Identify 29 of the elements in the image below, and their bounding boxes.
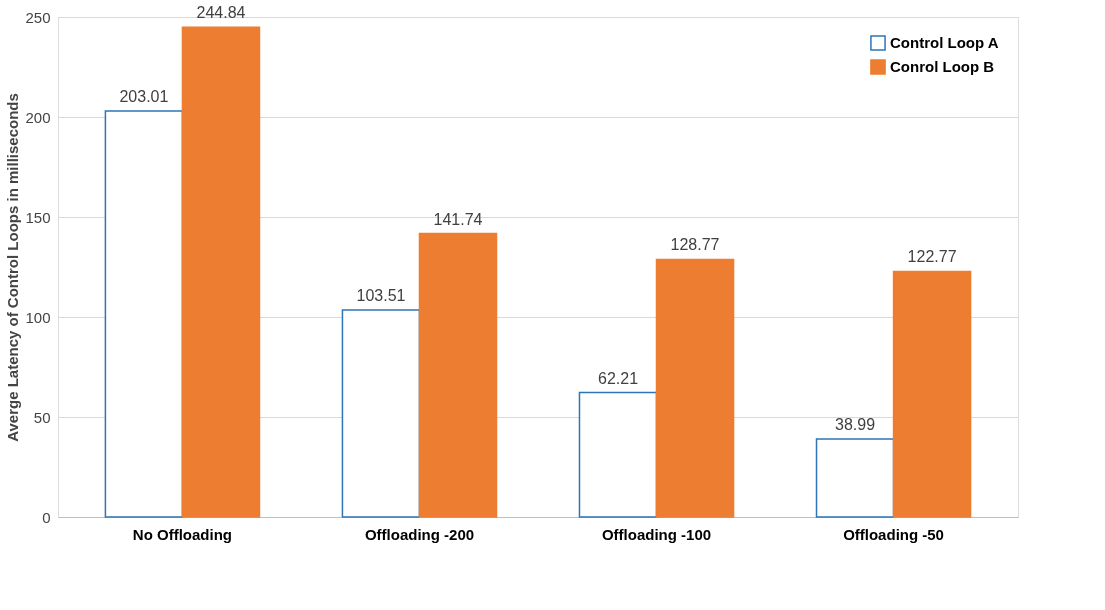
bar	[341, 309, 421, 518]
data-label: 62.21	[597, 369, 639, 387]
data-label: 128.77	[670, 236, 720, 254]
x-tick-label: Offloading -100	[601, 525, 712, 543]
bar	[104, 110, 184, 518]
bar	[418, 232, 498, 518]
bar	[815, 438, 895, 518]
y-tick-label: 250	[25, 8, 51, 26]
legend-label: Conrol Loop B	[890, 58, 995, 75]
y-tick-label: 150	[25, 208, 51, 226]
data-label: 203.01	[119, 87, 169, 105]
data-label: 141.74	[433, 210, 483, 228]
y-axis-title: Averge Latency of Control Loops in milliseconds	[4, 93, 22, 442]
y-tick-label: 0	[42, 508, 51, 526]
bar	[655, 258, 735, 518]
data-label: 244.84	[196, 4, 246, 22]
x-tick-label: Offloading -200	[364, 525, 475, 543]
legend-label: Control Loop A	[890, 34, 999, 51]
bar	[181, 26, 261, 518]
data-label: 38.99	[835, 416, 876, 434]
x-tick-label: No Offloading	[132, 525, 233, 543]
data-label: 122.77	[907, 248, 957, 266]
y-tick-label: 100	[25, 308, 51, 326]
y-tick-label: 200	[25, 108, 51, 126]
x-tick-label: Offloading -50	[843, 525, 944, 543]
bar	[578, 391, 658, 518]
y-tick-label: 50	[33, 408, 51, 426]
data-label: 103.51	[356, 286, 406, 304]
bar	[892, 270, 972, 518]
